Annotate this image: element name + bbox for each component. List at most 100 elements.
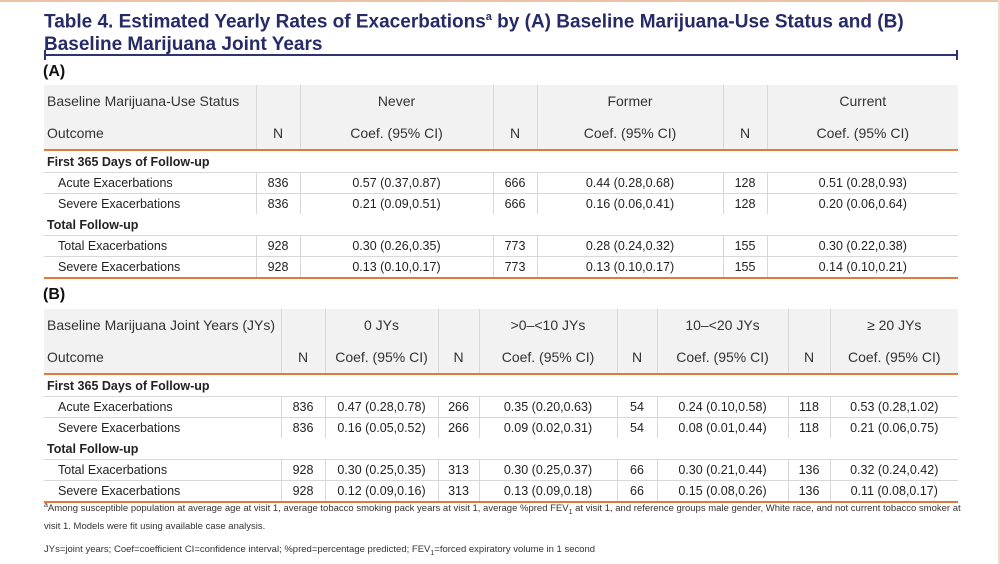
table-b: Baseline Marijuana Joint Years (JYs) 0 JY… (44, 309, 958, 503)
n-cell: 66 (616, 459, 657, 481)
coef-cell: 0.30 (0.22,0.38) (766, 235, 958, 257)
coef-cell: 0.30 (0.25,0.37) (478, 459, 617, 481)
right-border (998, 0, 1000, 564)
coef-cell: 0.30 (0.26,0.35) (299, 235, 493, 257)
header-blank (787, 309, 830, 341)
n-cell: 836 (255, 172, 300, 194)
n-cell: 313 (437, 459, 479, 481)
coef-cell: 0.53 (0.28,1.02) (829, 396, 958, 418)
section-title: Total Follow-up (47, 217, 139, 232)
n-header: N (280, 341, 325, 375)
section-title: First 365 Days of Follow-up (47, 154, 210, 169)
header-blank (280, 309, 325, 341)
coef-cell: 0.16 (0.05,0.52) (324, 417, 438, 438)
n-cell: 118 (787, 396, 830, 418)
row-label: Acute Exacerbations (44, 172, 256, 194)
coef-cell: 0.28 (0.24,0.32) (536, 235, 723, 257)
table-row: Severe Exacerbations 928 0.12 (0.09,0.16) 3… (44, 480, 958, 503)
coef-cell: 0.11 (0.08,0.17) (829, 480, 958, 503)
table-a: Baseline Marijuana-Use Status Never Former… (44, 85, 958, 279)
coef-cell: 0.57 (0.37,0.87) (299, 172, 493, 194)
outcome-header: Outcome (44, 117, 256, 151)
coef-header: Coef. (95% CI) (536, 117, 723, 151)
table-row: Total Exacerbations 928 0.30 (0.26,0.35) 77… (44, 235, 958, 257)
coef-header: Coef. (95% CI) (299, 117, 493, 151)
coef-cell: 0.47 (0.28,0.78) (324, 396, 438, 418)
n-cell: 266 (437, 417, 479, 438)
n-header: N (492, 117, 537, 151)
n-cell: 836 (255, 193, 300, 214)
group-header-row: Baseline Marijuana-Use Status Never Former… (44, 85, 958, 117)
coef-cell: 0.30 (0.25,0.35) (324, 459, 438, 481)
coef-cell: 0.21 (0.09,0.51) (299, 193, 493, 214)
row-label: Severe Exacerbations (44, 480, 281, 503)
table-row: Acute Exacerbations 836 0.57 (0.37,0.87) 66… (44, 172, 958, 194)
group-header-row: Baseline Marijuana Joint Years (JYs) 0 JY… (44, 309, 958, 341)
section-header-row: Total Follow-up (44, 214, 958, 236)
n-cell: 836 (280, 396, 325, 418)
table-row: Severe Exacerbations 928 0.13 (0.10,0.17) 7… (44, 256, 958, 279)
n-cell: 136 (787, 459, 830, 481)
n-cell: 836 (280, 417, 325, 438)
group-header: >0–<10 JYs (478, 309, 617, 341)
header-label: Baseline Marijuana-Use Status (44, 85, 256, 117)
header-blank (255, 85, 300, 117)
coef-cell: 0.35 (0.20,0.63) (478, 396, 617, 418)
coef-cell: 0.12 (0.09,0.16) (324, 480, 438, 503)
coef-header: Coef. (95% CI) (656, 341, 788, 375)
section-a-label: (A) (43, 63, 66, 80)
section-header-row: First 365 Days of Follow-up (44, 150, 958, 173)
header-blank (437, 309, 479, 341)
n-cell: 128 (722, 172, 767, 194)
table-row: Total Exacerbations 928 0.30 (0.25,0.35) 31… (44, 459, 958, 481)
n-cell: 155 (722, 235, 767, 257)
n-cell: 136 (787, 480, 830, 503)
title-rule (44, 50, 958, 60)
n-cell: 666 (492, 193, 537, 214)
n-cell: 666 (492, 172, 537, 194)
n-header: N (722, 117, 767, 151)
n-cell: 118 (787, 417, 830, 438)
section-title: First 365 Days of Follow-up (47, 378, 210, 393)
table-row: Severe Exacerbations 836 0.16 (0.05,0.52) 2… (44, 417, 958, 438)
coef-header: Coef. (95% CI) (829, 341, 958, 375)
n-cell: 928 (280, 480, 325, 503)
table-row: Acute Exacerbations 836 0.47 (0.28,0.78) 26… (44, 396, 958, 418)
header-blank (492, 85, 537, 117)
n-cell: 313 (437, 480, 479, 503)
group-header: Never (299, 85, 493, 117)
row-label: Acute Exacerbations (44, 396, 281, 418)
coef-cell: 0.08 (0.01,0.44) (656, 417, 788, 438)
group-header: ≥ 20 JYs (829, 309, 958, 341)
coef-cell: 0.30 (0.21,0.44) (656, 459, 788, 481)
coef-cell: 0.24 (0.10,0.58) (656, 396, 788, 418)
group-header: Current (766, 85, 958, 117)
n-cell: 54 (616, 396, 657, 418)
coef-cell: 0.13 (0.09,0.18) (478, 480, 617, 503)
n-header: N (255, 117, 300, 151)
n-cell: 773 (492, 235, 537, 257)
coef-header: Coef. (95% CI) (766, 117, 958, 151)
coef-cell: 0.13 (0.10,0.17) (536, 256, 723, 279)
n-cell: 66 (616, 480, 657, 503)
n-cell: 128 (722, 193, 767, 214)
abbreviations-note: JYs=joint years; Coef=coefficient CI=con… (44, 544, 596, 557)
coef-cell: 0.14 (0.10,0.21) (766, 256, 958, 279)
section-header-row: First 365 Days of Follow-up (44, 374, 958, 397)
coef-cell: 0.21 (0.06,0.75) (829, 417, 958, 438)
n-cell: 155 (722, 256, 767, 279)
section-header-row: Total Follow-up (44, 438, 958, 460)
group-header: 0 JYs (324, 309, 438, 341)
n-header: N (437, 341, 479, 375)
coef-cell: 0.20 (0.06,0.64) (766, 193, 958, 214)
table-row: Severe Exacerbations 836 0.21 (0.09,0.51) 6… (44, 193, 958, 214)
row-label: Severe Exacerbations (44, 193, 256, 214)
n-header: N (616, 341, 657, 375)
column-header-row: Outcome N Coef. (95% CI) N Coef. (95% CI) N Co… (44, 341, 958, 375)
row-label: Severe Exacerbations (44, 256, 256, 279)
header-blank (616, 309, 657, 341)
n-cell: 928 (255, 256, 300, 279)
n-header: N (787, 341, 830, 375)
column-header-row: Outcome N Coef. (95% CI) N Coef. (95% CI) N Co… (44, 117, 958, 151)
n-cell: 928 (280, 459, 325, 481)
